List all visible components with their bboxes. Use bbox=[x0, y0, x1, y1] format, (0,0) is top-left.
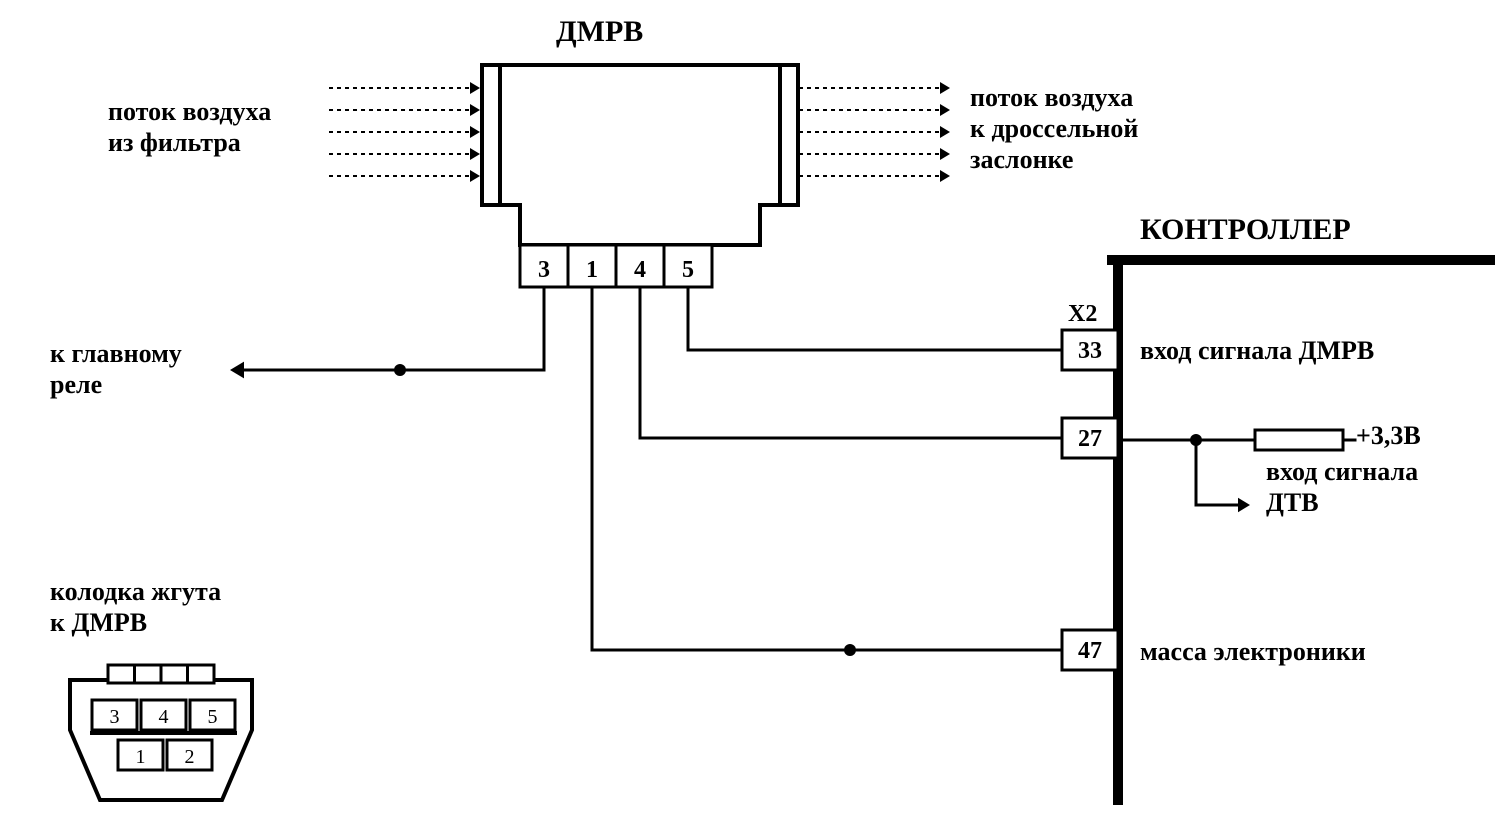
dtv-label: вход сигнала ДТВ bbox=[1266, 456, 1418, 518]
svg-text:33: 33 bbox=[1078, 338, 1102, 364]
svg-text:4: 4 bbox=[634, 257, 646, 283]
svg-text:27: 27 bbox=[1078, 426, 1102, 452]
svg-text:5: 5 bbox=[682, 257, 694, 283]
svg-text:4: 4 bbox=[159, 706, 169, 728]
svg-text:3: 3 bbox=[110, 706, 120, 728]
pin33-label: вход сигнала ДМРВ bbox=[1140, 335, 1374, 366]
relay-label: к главному реле bbox=[50, 338, 182, 400]
air-left-label: поток воздуха из фильтра bbox=[108, 96, 271, 158]
svg-text:47: 47 bbox=[1078, 638, 1102, 664]
controller-title: КОНТРОЛЛЕР bbox=[1140, 212, 1351, 248]
svg-text:5: 5 bbox=[208, 706, 218, 728]
controller-x2: X2 bbox=[1068, 300, 1097, 329]
sensor-title: ДМРВ bbox=[556, 14, 643, 50]
diagram-canvas: 314533274734512 ДМРВ поток воздуха из фи… bbox=[0, 0, 1512, 819]
svg-text:3: 3 bbox=[538, 257, 550, 283]
connector-title: колодка жгута к ДМРВ bbox=[50, 576, 221, 638]
voltage-label: +3,3В bbox=[1356, 420, 1421, 451]
air-right-label: поток воздуха к дроссельной заслонке bbox=[970, 82, 1138, 176]
svg-text:1: 1 bbox=[586, 257, 598, 283]
svg-text:1: 1 bbox=[136, 746, 146, 768]
pin47-label: масса электроники bbox=[1140, 636, 1366, 667]
svg-text:2: 2 bbox=[185, 746, 195, 768]
